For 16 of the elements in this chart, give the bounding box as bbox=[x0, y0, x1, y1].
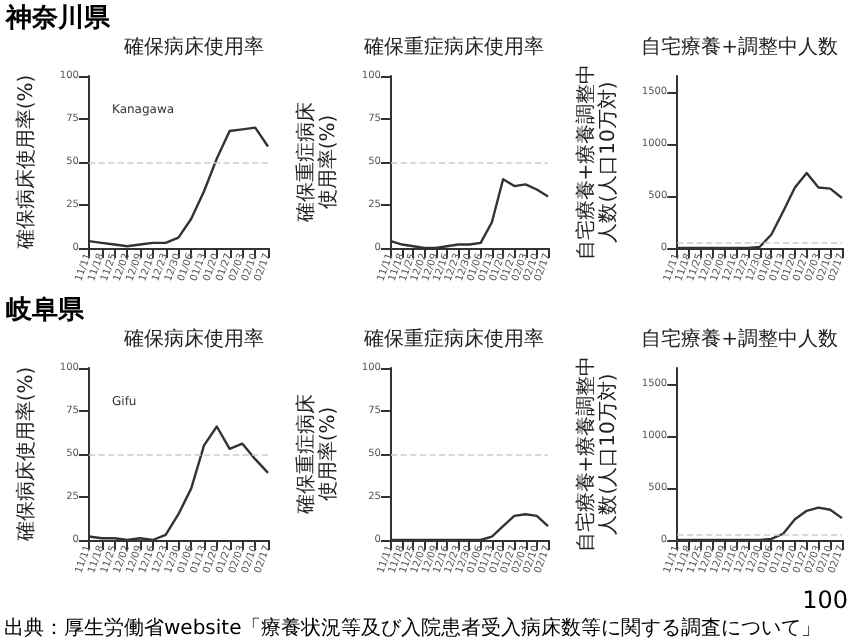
source-note: 出典：厚生労働省website「療養状況等及び入院患者受入病床数等に関する調査について」 bbox=[4, 615, 822, 640]
chart-title: 自宅療養+調整中人数 bbox=[641, 35, 839, 59]
y-axis-title: 自宅療養+療養調整中人数(人口10万対) bbox=[574, 63, 620, 261]
chart-title: 確保重症病床使用率 bbox=[362, 35, 544, 59]
chart-title: 確保病床使用率 bbox=[122, 327, 264, 351]
y-axis-title: 確保病床使用率(%) bbox=[14, 366, 38, 544]
y-axis-title: 確保重症病床使用率(%) bbox=[294, 394, 340, 516]
chart-title: 確保重症病床使用率 bbox=[362, 327, 544, 351]
text: 岐阜県 bbox=[6, 294, 84, 328]
y-axis-title: 自宅療養+療養調整中人数(人口10万対) bbox=[574, 355, 620, 553]
chart-title: 確保病床使用率 bbox=[122, 35, 264, 59]
text: 神奈川県 bbox=[6, 2, 110, 36]
y-axis-title: 確保病床使用率(%) bbox=[14, 74, 38, 252]
chart-title: 自宅療養+調整中人数 bbox=[641, 327, 839, 351]
text: 100 bbox=[802, 586, 848, 614]
y-axis-title: 確保重症病床使用率(%) bbox=[294, 102, 340, 224]
